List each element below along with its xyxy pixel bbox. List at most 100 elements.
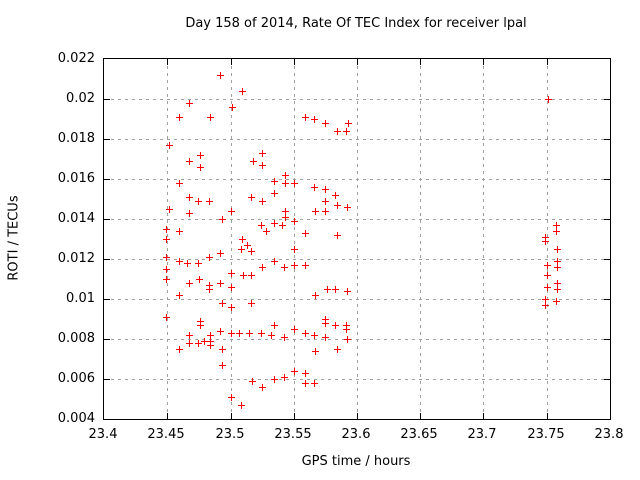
h-gridline — [104, 259, 610, 260]
data-point-marker — [259, 384, 266, 391]
v-gridline — [547, 59, 548, 419]
data-point-marker — [302, 380, 309, 387]
data-point-marker — [282, 214, 289, 221]
data-point-marker — [302, 370, 309, 377]
data-point-marker — [206, 282, 213, 289]
x-tick-mark — [547, 413, 548, 419]
data-point-marker — [302, 114, 309, 121]
data-point-marker — [197, 152, 204, 159]
data-point-marker — [228, 394, 235, 401]
data-point-marker — [553, 228, 560, 235]
data-point-marker — [281, 264, 288, 271]
data-point-marker — [544, 284, 551, 291]
data-point-marker — [217, 250, 224, 257]
data-point-marker — [219, 362, 226, 369]
data-point-marker — [322, 320, 329, 327]
data-point-marker — [311, 116, 318, 123]
v-gridline — [357, 59, 358, 419]
x-tick-mark — [357, 59, 358, 65]
data-point-marker — [206, 254, 213, 261]
v-gridline — [294, 59, 295, 419]
x-tick-label: 23.65 — [400, 427, 438, 442]
x-tick-mark — [294, 59, 295, 65]
data-point-marker — [334, 346, 341, 353]
v-gridline — [483, 59, 484, 419]
data-point-marker — [207, 338, 214, 345]
y-tick-mark — [104, 139, 110, 140]
data-point-marker — [279, 222, 286, 229]
data-point-marker — [195, 260, 202, 267]
data-point-marker — [207, 332, 214, 339]
data-point-marker — [248, 272, 255, 279]
x-tick-mark — [231, 59, 232, 65]
y-tick-mark — [604, 299, 610, 300]
data-point-marker — [163, 226, 170, 233]
v-gridline — [231, 59, 232, 419]
data-point-marker — [259, 264, 266, 271]
data-point-marker — [207, 114, 214, 121]
data-point-marker — [334, 232, 341, 239]
y-tick-mark — [104, 259, 110, 260]
x-tick-mark — [357, 413, 358, 419]
h-gridline — [104, 339, 610, 340]
y-tick-mark — [604, 99, 610, 100]
v-gridline — [420, 59, 421, 419]
data-point-marker — [248, 300, 255, 307]
y-tick-mark — [104, 299, 110, 300]
data-point-marker — [542, 302, 549, 309]
h-gridline — [104, 179, 610, 180]
data-point-marker — [553, 222, 560, 229]
x-tick-label: 23.75 — [527, 427, 565, 442]
data-point-marker — [271, 322, 278, 329]
data-point-marker — [259, 162, 266, 169]
h-gridline — [104, 299, 610, 300]
data-point-marker — [282, 180, 289, 187]
data-point-marker — [553, 298, 560, 305]
data-point-marker — [201, 338, 208, 345]
data-point-marker — [554, 264, 561, 271]
data-point-marker — [195, 340, 202, 347]
data-point-marker — [344, 288, 351, 295]
data-point-marker — [248, 194, 255, 201]
y-tick-mark — [104, 179, 110, 180]
data-point-marker — [291, 180, 298, 187]
data-point-marker — [271, 258, 278, 265]
data-point-marker — [258, 330, 265, 337]
data-point-marker — [322, 198, 329, 205]
data-point-marker — [163, 266, 170, 273]
data-point-marker — [176, 228, 183, 235]
data-point-marker — [332, 286, 339, 293]
data-point-marker — [544, 272, 551, 279]
y-tick-label: 0.014 — [57, 211, 95, 226]
data-point-marker — [324, 286, 331, 293]
data-point-marker — [291, 262, 298, 269]
data-point-marker — [291, 246, 298, 253]
x-tick-mark — [167, 59, 168, 65]
x-tick-label: 23.8 — [594, 427, 624, 442]
data-point-marker — [197, 318, 204, 325]
data-point-marker — [334, 202, 341, 209]
y-tick-mark — [104, 219, 110, 220]
y-tick-mark — [604, 339, 610, 340]
data-point-marker — [291, 326, 298, 333]
data-point-marker — [282, 172, 289, 179]
x-tick-mark — [420, 59, 421, 65]
data-point-marker — [206, 198, 213, 205]
data-point-marker — [219, 300, 226, 307]
data-point-marker — [184, 260, 191, 267]
data-point-marker — [259, 150, 266, 157]
y-tick-label: 0.01 — [66, 291, 95, 306]
data-point-marker — [163, 236, 170, 243]
data-point-marker — [176, 258, 183, 265]
data-point-marker — [291, 218, 298, 225]
data-point-marker — [163, 254, 170, 261]
data-point-marker — [311, 184, 318, 191]
x-tick-mark — [483, 413, 484, 419]
x-tick-mark — [167, 413, 168, 419]
data-point-marker — [311, 380, 318, 387]
y-tick-label: 0.012 — [57, 251, 95, 266]
data-point-marker — [197, 164, 204, 171]
data-point-marker — [238, 246, 245, 253]
data-point-marker — [228, 284, 235, 291]
